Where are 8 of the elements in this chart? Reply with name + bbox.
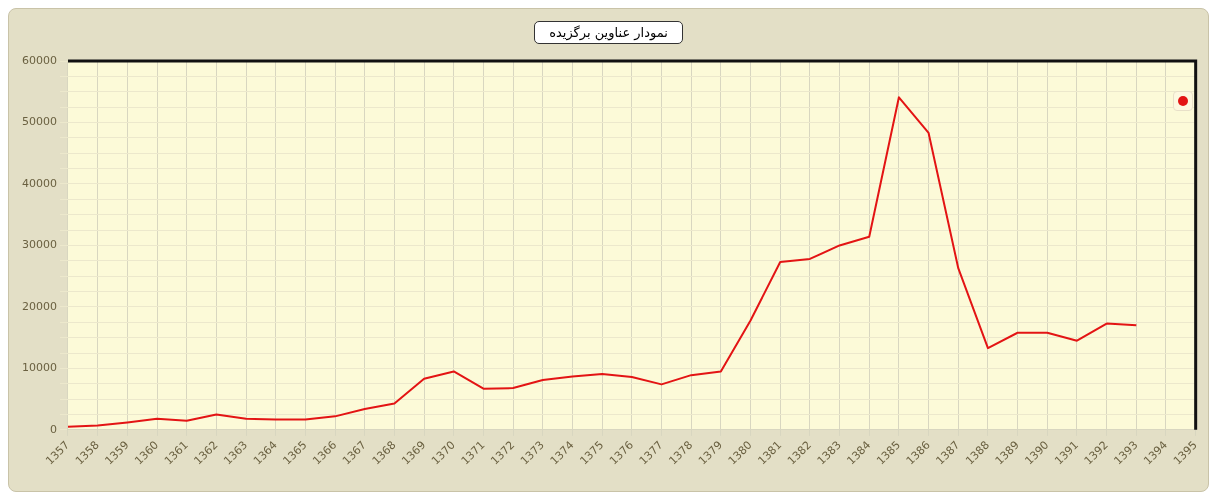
chart-title: نمودار عناوین برگزیده — [534, 21, 683, 44]
y-tick-label: 30000 — [21, 238, 57, 252]
y-tick-label: 50000 — [21, 115, 57, 129]
y-tick-label: 40000 — [21, 176, 57, 190]
y-tick-label: 60000 — [21, 53, 57, 67]
y-tick-label: 20000 — [21, 299, 57, 313]
y-tick-label: 10000 — [21, 361, 57, 375]
y-tick-label: 0 — [49, 422, 57, 436]
